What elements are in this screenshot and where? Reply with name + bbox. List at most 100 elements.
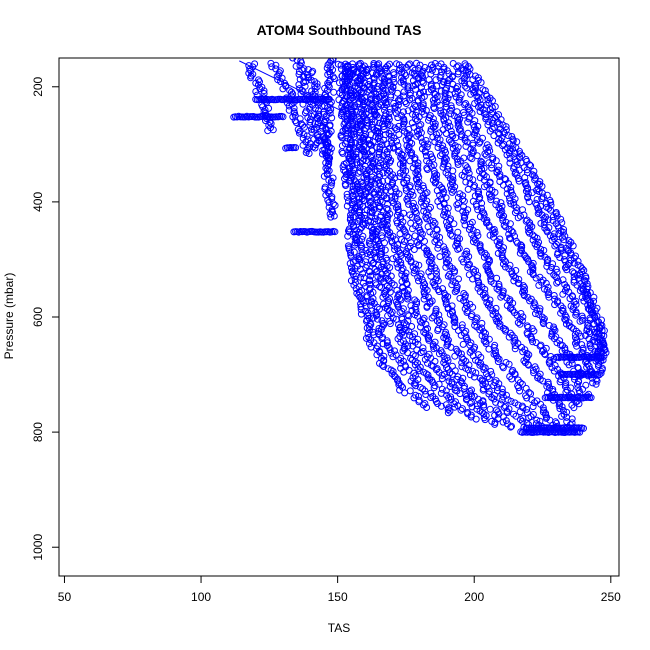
data-point xyxy=(447,181,454,189)
data-point xyxy=(395,190,403,198)
data-point xyxy=(476,326,484,334)
data-point xyxy=(422,137,430,144)
data-point xyxy=(499,289,507,297)
data-point xyxy=(450,186,458,194)
data-point xyxy=(451,288,459,296)
data-point xyxy=(453,287,461,294)
data-point xyxy=(413,215,421,222)
data-point xyxy=(352,91,360,99)
data-point xyxy=(437,109,445,117)
data-point xyxy=(548,236,556,244)
data-point xyxy=(553,339,561,347)
data-point xyxy=(359,101,367,109)
data-point xyxy=(480,211,488,219)
data-point xyxy=(516,387,524,395)
data-point xyxy=(364,122,372,130)
data-point xyxy=(538,195,546,203)
data-point xyxy=(267,120,275,128)
data-point xyxy=(446,106,454,114)
data-point xyxy=(433,93,441,101)
data-point xyxy=(299,121,307,129)
data-point xyxy=(361,93,369,101)
data-point xyxy=(528,263,536,271)
data-point xyxy=(450,400,458,408)
data-point xyxy=(363,67,371,74)
data-point xyxy=(529,403,537,411)
data-point xyxy=(310,126,318,134)
data-point xyxy=(375,148,383,156)
data-point xyxy=(365,239,373,247)
data-point xyxy=(272,65,280,73)
data-point xyxy=(472,415,480,423)
data-point xyxy=(455,96,463,104)
data-point xyxy=(500,244,507,252)
data-point xyxy=(387,349,395,357)
data-point xyxy=(538,313,546,321)
data-point xyxy=(427,203,434,211)
data-point xyxy=(553,279,561,287)
data-point xyxy=(494,249,502,257)
data-point xyxy=(474,122,482,130)
data-point xyxy=(460,384,468,392)
data-point xyxy=(445,119,452,127)
data-point xyxy=(506,154,514,162)
data-point xyxy=(502,258,510,266)
data-point xyxy=(486,106,494,114)
data-point xyxy=(511,149,519,157)
data-point xyxy=(463,335,470,342)
data-point xyxy=(431,170,439,178)
data-point xyxy=(378,244,386,252)
data-point xyxy=(447,230,455,238)
data-point xyxy=(398,150,406,158)
data-point xyxy=(400,108,407,116)
data-point xyxy=(481,249,489,257)
data-point xyxy=(378,250,386,257)
data-point xyxy=(505,333,513,341)
data-point xyxy=(419,344,427,352)
data-point xyxy=(454,199,462,207)
data-point xyxy=(264,127,272,135)
data-point xyxy=(499,364,507,372)
data-point xyxy=(489,97,496,105)
data-point xyxy=(411,267,418,274)
data-point xyxy=(514,319,522,327)
data-point xyxy=(481,333,489,341)
data-point xyxy=(493,197,501,205)
data-point xyxy=(443,364,451,372)
data-point xyxy=(391,124,399,132)
data-point xyxy=(439,78,447,85)
data-point xyxy=(485,300,493,308)
data-point xyxy=(345,227,352,235)
data-point xyxy=(518,317,526,325)
data-point xyxy=(406,157,414,165)
data-point xyxy=(429,230,437,238)
data-point xyxy=(491,347,499,355)
data-point xyxy=(465,105,473,113)
data-point xyxy=(438,68,446,76)
y-tick-label: 600 xyxy=(31,307,45,327)
data-point xyxy=(434,244,442,252)
data-point xyxy=(350,166,357,173)
data-point xyxy=(344,232,352,240)
data-point xyxy=(408,119,416,127)
data-point xyxy=(325,83,333,91)
data-point xyxy=(410,269,418,277)
data-point xyxy=(330,212,338,220)
data-point xyxy=(384,183,392,191)
data-point xyxy=(444,365,452,373)
data-point xyxy=(488,120,496,127)
data-point xyxy=(432,267,440,275)
data-point xyxy=(490,382,498,390)
data-point xyxy=(529,259,537,267)
data-point xyxy=(504,132,512,140)
data-point xyxy=(401,98,409,106)
data-point xyxy=(311,88,319,96)
data-point xyxy=(460,290,468,297)
data-point xyxy=(413,132,421,140)
data-point xyxy=(572,311,580,319)
data-point xyxy=(420,110,428,118)
data-point xyxy=(417,349,425,357)
data-point xyxy=(354,169,362,177)
data-point xyxy=(447,102,455,110)
